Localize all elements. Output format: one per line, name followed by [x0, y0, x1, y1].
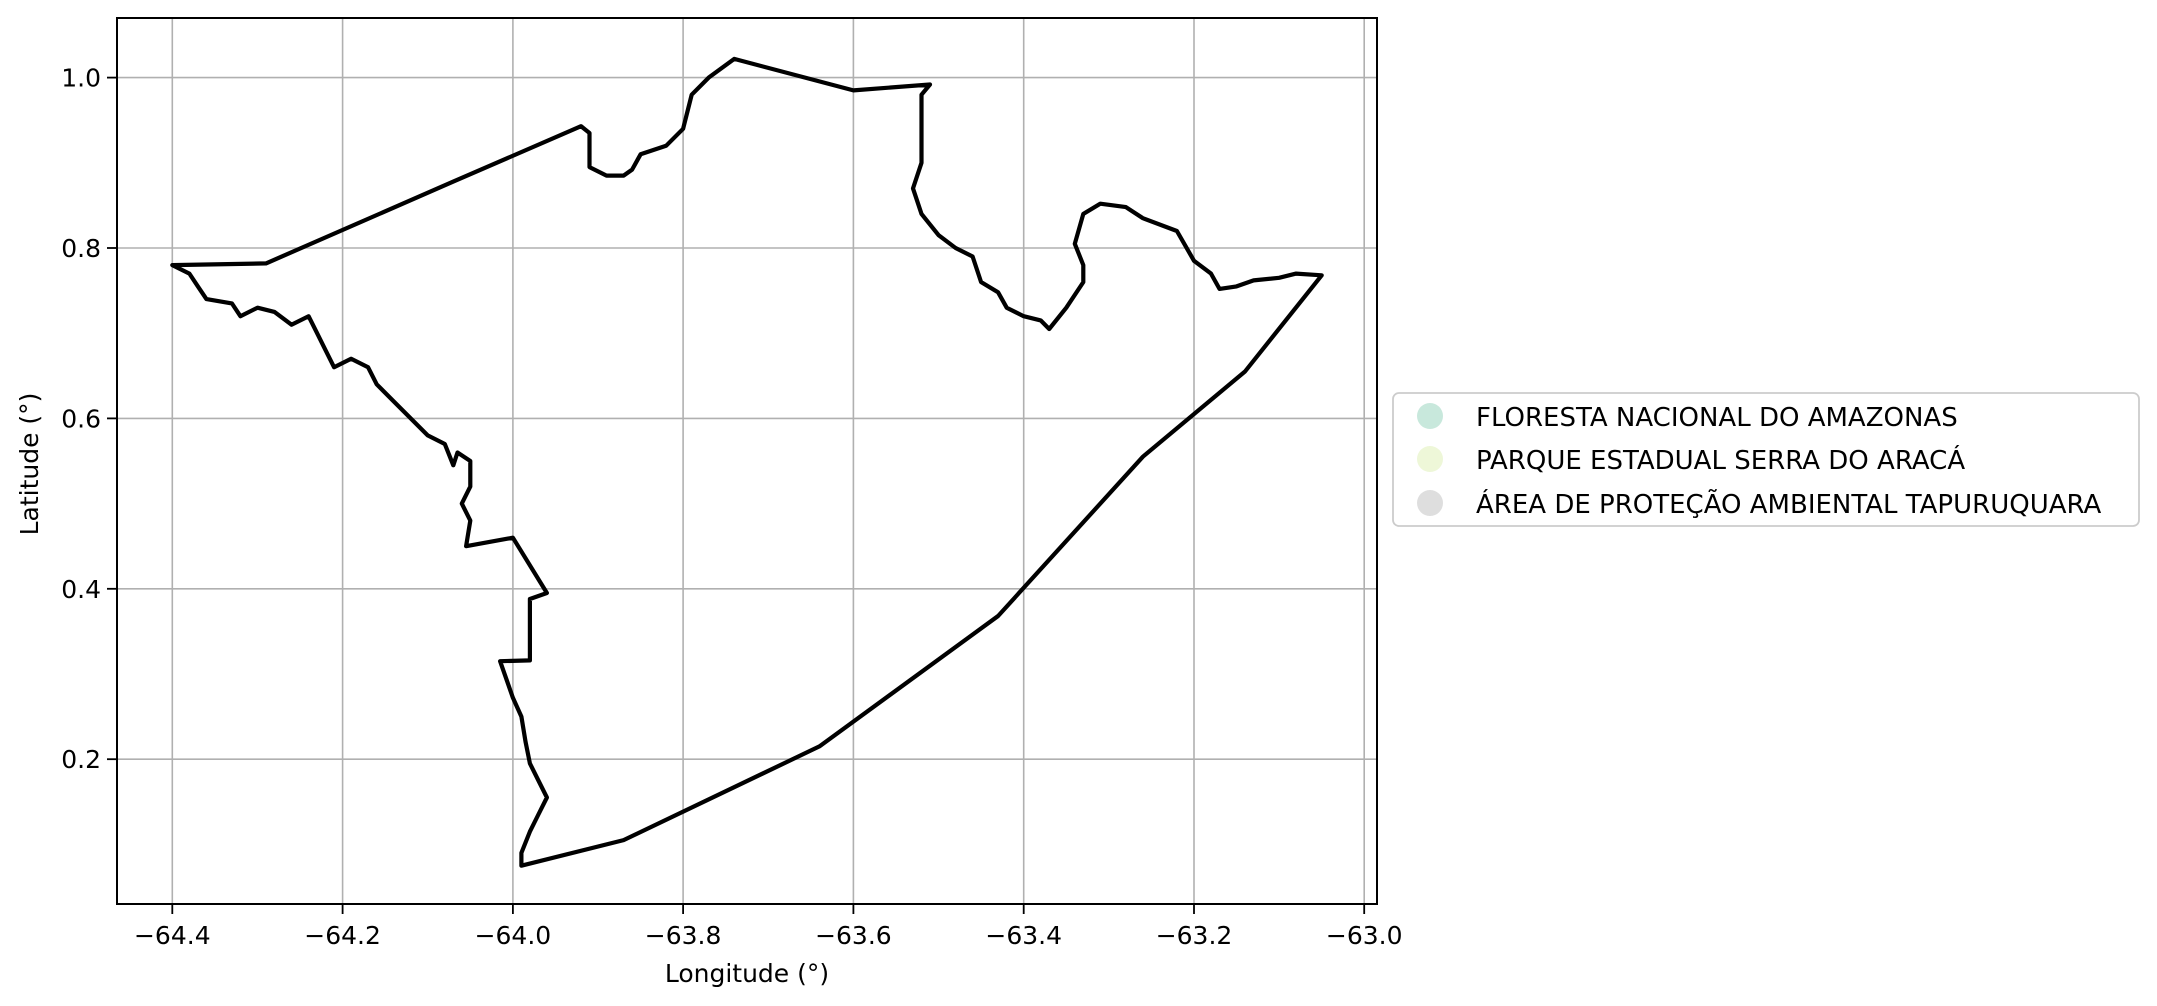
x-tick-label: −63.8 [645, 921, 722, 950]
boundary-layer [172, 59, 1321, 866]
y-axis-label: Latitude (°) [15, 393, 44, 536]
legend-label-area-protecao: ÁREA DE PROTEÇÃO AMBIENTAL TAPURUQUARA [1476, 488, 2102, 520]
x-tick-label: −63.2 [1156, 921, 1233, 950]
axis-ticks: −64.4 −64.2 −64.0 −63.8 −63.6 −63.4 −63.2 −63.0… [61, 64, 1402, 950]
grid-lines [117, 18, 1377, 904]
protected-area-boundary [172, 59, 1321, 866]
legend: FLORESTA NACIONAL DO AMAZONAS PARQUE EST… [1393, 393, 2139, 526]
x-tick-label: −63.0 [1326, 921, 1403, 950]
y-tick-label: 0.8 [61, 234, 101, 263]
legend-label-floresta-nacional: FLORESTA NACIONAL DO AMAZONAS [1476, 403, 1958, 433]
y-tick-label: 0.2 [61, 745, 101, 774]
legend-marker-floresta-nacional [1417, 403, 1443, 429]
x-axis-label: Longitude (°) [665, 959, 829, 988]
y-tick-label: 0.4 [61, 575, 101, 604]
x-tick-label: −63.6 [815, 921, 892, 950]
legend-marker-area-protecao [1417, 490, 1443, 516]
x-tick-label: −64.2 [304, 921, 381, 950]
legend-marker-parque-estadual [1417, 446, 1443, 472]
x-tick-label: −64.4 [134, 921, 211, 950]
y-tick-label: 0.6 [61, 404, 101, 433]
plot-frame [117, 18, 1377, 904]
legend-label-parque-estadual: PARQUE ESTADUAL SERRA DO ARACÁ [1476, 444, 1965, 476]
x-tick-label: −63.4 [985, 921, 1062, 950]
x-tick-label: −64.0 [475, 921, 552, 950]
y-tick-label: 1.0 [61, 64, 101, 93]
